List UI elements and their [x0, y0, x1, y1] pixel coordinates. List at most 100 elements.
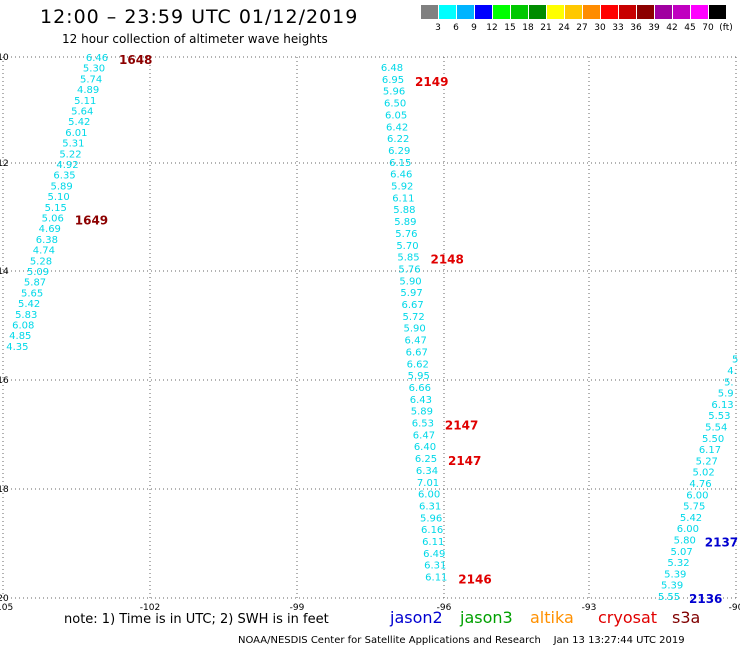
wave-height-label: 6.35: [53, 171, 75, 182]
wave-height-label: 6.15: [389, 158, 411, 169]
legend-swatch: [547, 5, 564, 19]
lon-tick-label: -105: [0, 603, 13, 613]
wave-height-label: 6.11: [425, 573, 447, 584]
time-label: 1649: [75, 214, 108, 228]
wave-height-label: 4.35: [6, 342, 28, 353]
legend-swatch: [457, 5, 474, 19]
wave-height-label: 5.53: [708, 411, 730, 422]
legend-label: 45: [684, 23, 696, 33]
wave-height-label: 5.9: [718, 389, 734, 400]
legend-label: 21: [540, 23, 552, 33]
wave-height-label: 6.67: [401, 300, 423, 311]
legend-label: 27: [576, 23, 588, 33]
wave-height-label: 5.76: [398, 264, 420, 275]
wave-height-label: 5.22: [59, 149, 81, 160]
wave-height-label: 5.42: [680, 513, 702, 524]
legend-label: 15: [504, 23, 516, 33]
wave-height-label: 5.15: [45, 203, 67, 214]
legend-label: 12: [486, 23, 498, 33]
wave-height-label: 5.97: [400, 288, 422, 299]
legend-swatch: [493, 5, 510, 19]
footer-credit: NOAA/NESDIS Center for Satellite Applica…: [238, 635, 685, 646]
satellite-altika: altika: [530, 608, 574, 627]
legend-label: 24: [558, 23, 570, 33]
wave-height-label: 5.83: [15, 310, 37, 321]
page-subtitle: 12 hour collection of altimeter wave hei…: [62, 32, 328, 46]
wave-height-label: 5.42: [68, 117, 90, 128]
wave-height-label: 6.11: [422, 537, 444, 548]
lon-tick-label: -99: [290, 603, 305, 613]
wave-height-label: 6.00: [418, 490, 440, 501]
wave-height-label: 6.50: [384, 99, 406, 110]
time-label: 2147: [448, 454, 481, 468]
wave-height-label: 6.43: [410, 395, 432, 406]
wave-height-label: 5.90: [404, 324, 426, 335]
wave-height-label: 5.: [724, 377, 734, 388]
legend-swatch: [619, 5, 636, 19]
legend-label: 18: [522, 23, 534, 33]
wave-height-label: 6.95: [382, 75, 404, 86]
time-label: 2147: [445, 419, 478, 433]
lat-tick-label: -12: [0, 159, 9, 169]
wave-height-label: 6.46: [86, 53, 108, 64]
lat-tick-label: -18: [0, 485, 9, 495]
wave-height-label: 5.72: [402, 312, 424, 323]
satellite-jason3: jason3: [460, 608, 513, 627]
track-2: 6.486.955.966.506.056.426.226.296.156.46…: [381, 63, 492, 587]
wave-height-label: 5.42: [18, 299, 40, 310]
wave-height-label: 5.96: [420, 513, 442, 524]
wave-height-label: 4.: [727, 366, 737, 377]
time-label: 2148: [430, 253, 463, 267]
legend-swatch: [601, 5, 618, 19]
wave-height-label: 6.42: [386, 122, 408, 133]
wave-height-label: 5.89: [50, 181, 72, 192]
wave-height-label: 6.00: [686, 490, 708, 501]
wave-height-label: 5.06: [42, 214, 64, 225]
wave-height-label: 6.67: [406, 347, 428, 358]
map-grid: [2, 56, 737, 599]
legend-swatch: [421, 5, 438, 19]
wave-height-label: 6.38: [36, 235, 58, 246]
legend-swatch: [511, 5, 528, 19]
wave-height-label: 5.07: [670, 547, 692, 558]
wave-height-label: 5: [732, 355, 738, 366]
wave-height-label: 5.32: [667, 558, 689, 569]
wave-height-label: 6.62: [407, 359, 429, 370]
wave-height-label: 6.31: [419, 501, 441, 512]
wave-height-label: 6.40: [414, 442, 436, 453]
wave-height-label: 5.54: [705, 423, 727, 434]
wave-height-label: 5.39: [664, 569, 686, 580]
wave-height-label: 5.65: [21, 288, 43, 299]
time-label: 2136: [689, 592, 722, 606]
wave-height-label: 6.48: [381, 63, 403, 74]
lon-tick-label: -90: [729, 603, 740, 613]
legend-swatch: [709, 5, 726, 19]
note-text: note: 1) Time is in UTC; 2) SWH is in fe…: [64, 612, 329, 627]
wave-height-label: 6.49: [423, 549, 445, 560]
wave-height-label: 5.76: [395, 229, 417, 240]
wave-height-label: 5.39: [661, 581, 683, 592]
lat-tick-label: -16: [0, 376, 9, 386]
wave-height-label: 5.95: [408, 371, 430, 382]
track-3: 5.555.395.395.325.075.806.005.425.756.00…: [658, 355, 738, 606]
legend-swatch: [655, 5, 672, 19]
legend-label: 36: [630, 23, 642, 33]
legend-swatch: [439, 5, 456, 19]
legend-swatch: [637, 5, 654, 19]
legend-swatch: [583, 5, 600, 19]
wave-height-label: 5.85: [397, 253, 419, 264]
wave-height-label: 6.11: [392, 193, 414, 204]
wave-height-label: 4.69: [39, 224, 61, 235]
legend-label: 30: [594, 23, 606, 33]
wave-height-label: 5.87: [24, 278, 46, 289]
legend-swatch: [529, 5, 546, 19]
wave-height-label: 5.75: [683, 502, 705, 513]
wave-height-label: 5.89: [394, 217, 416, 228]
wave-height-label: 6.29: [388, 146, 410, 157]
satellite-cryosat: cryosat: [598, 608, 658, 627]
wave-height-label: 5.89: [411, 407, 433, 418]
lat-tick-label: -14: [0, 267, 9, 277]
wave-height-label: 6.46: [390, 170, 412, 181]
legend-swatch: [673, 5, 690, 19]
